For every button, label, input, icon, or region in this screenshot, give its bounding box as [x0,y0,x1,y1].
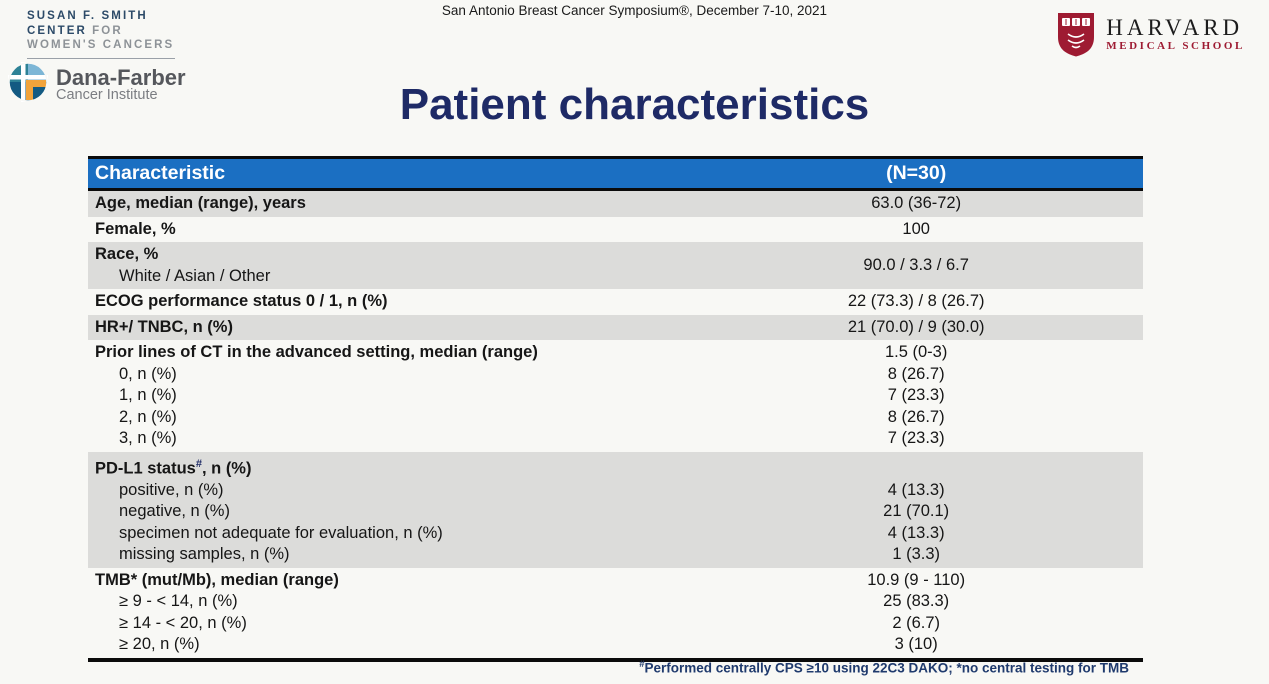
table-line: Prior lines of CT in the advanced settin… [88,342,1143,364]
table-row: ECOG performance status 0 / 1, n (%) 22 (… [88,289,1143,315]
table-line: missing samples, n (%) 1 (3.3) [88,544,1143,566]
row-value: 1.5 (0-3) [884,343,948,361]
susan-smith-line2: CENTER FOR [27,23,175,38]
table-line: Age, median (range), years 63.0 (36-72) [88,193,1143,215]
row-label: HR+/ TNBC, n (%) [95,317,233,336]
susan-smith-divider [27,58,175,59]
row-label: TMB* (mut/Mb), median (range) [95,570,339,589]
dana-farber-name: Dana-Farber [56,64,186,90]
row-label: ≥ 14 - < 20, n (%) [119,613,247,632]
row-label-group: Race, % White / Asian / Other [88,244,689,287]
row-label: 2, n (%) [119,407,177,426]
page-title: Patient characteristics [399,80,870,129]
label-line: Race, % [88,244,689,266]
susan-smith-line2-light: FOR [86,25,123,37]
row-value: 25 (83.3) [883,592,950,610]
row-value: 8 (26.7) [887,364,945,383]
table-row: Prior lines of CT in the advanced settin… [88,340,1143,452]
table-line: 2, n (%) 8 (26.7) [88,407,1143,429]
row-label: specimen not adequate for evaluation, n … [119,523,443,542]
harvard-name: HARVARD [1106,15,1244,40]
harvard-text: HARVARD MEDICAL SCHOOL [1106,12,1245,53]
susan-smith-line2-strong: CENTER [27,25,87,37]
table-header-label: Characteristic [95,162,226,184]
table-row: Race, % White / Asian / Other 90.0 / 3.3 /… [88,242,1143,289]
table-line: ≥ 20, n (%) 3 (10) [88,634,1143,656]
table-row: Age, median (range), years 63.0 (36-72) [88,191,1143,217]
row-value: 8 (26.7) [887,407,945,426]
row-value: 4 (13.3) [887,480,945,499]
row-value: 3 (10) [894,635,938,653]
table-row: HR+/ TNBC, n (%) 21 (70.0) / 9 (30.0) [88,314,1143,340]
row-label: negative, n (%) [119,502,230,520]
row-value: 100 [902,219,930,238]
row-value: 2 (6.7) [892,613,940,632]
row-value: 21 (70.1) [883,502,950,520]
susan-smith-logo: SUSAN F. SMITH CENTER FOR WOMEN'S CANCER… [27,9,175,59]
table-line: specimen not adequate for evaluation, n … [88,523,1143,545]
characteristics-table: Characteristic (N=30) Age, median (range… [88,156,1143,662]
row-value [689,454,1143,480]
table-line: PD-L1 status#, n (%) [88,454,1143,480]
row-label: 0, n (%) [119,364,177,383]
row-value: 4 (13.3) [887,523,945,542]
table-line: 0, n (%) 8 (26.7) [88,364,1143,386]
row-value: 21 (70.0) / 9 (30.0) [847,317,985,336]
susan-smith-line1: SUSAN F. SMITH [27,10,148,22]
table-line: negative, n (%) 21 (70.1) [88,501,1143,523]
row-value: 7 (23.3) [887,429,945,447]
harvard-shield-icon [1056,12,1096,63]
row-label: Female, % [95,219,176,238]
row-value: 1 (3.3) [892,545,940,563]
table-line: TMB* (mut/Mb), median (range) 10.9 (9 - 1… [88,570,1143,592]
table-header-value: (N=30) [886,162,947,184]
row-label: Age, median (range), years [95,194,306,212]
row-value: 10.9 (9 - 110) [867,570,966,589]
table-row: Female, % 100 [88,217,1143,243]
harvard-subtitle: MEDICAL SCHOOL [1106,40,1245,52]
label-line: White / Asian / Other [88,266,689,288]
table-body: Age, median (range), years 63.0 (36-72) Fe… [88,191,1143,662]
dana-farber-logo: Dana-Farber Cancer Institute [8,62,186,107]
table-line: positive, n (%) 4 (13.3) [88,480,1143,502]
row-value: 90.0 / 3.3 / 6.7 [863,256,969,274]
harvard-logo: HARVARD MEDICAL SCHOOL [1056,12,1245,63]
row-value: 63.0 (36-72) [871,194,962,212]
dana-farber-text: Dana-Farber Cancer Institute [56,64,186,103]
dana-farber-icon [8,62,48,107]
table-row: PD-L1 status#, n (%) positive, n (%) 4 (13… [88,451,1143,568]
row-label: ≥ 20, n (%) [119,635,200,653]
table-line: 1, n (%) 7 (23.3) [88,385,1143,407]
table-header-row: Characteristic (N=30) [88,156,1143,191]
row-label: Race, % [95,245,159,263]
row-label: Prior lines of CT in the advanced settin… [95,343,538,361]
row-label: 3, n (%) [119,429,177,447]
footnote-sup: # [639,659,645,670]
table-line: ≥ 14 - < 20, n (%) 2 (6.7) [88,613,1143,635]
table-line: 3, n (%) 7 (23.3) [88,428,1143,450]
row-value: 22 (73.3) / 8 (26.7) [847,292,985,310]
row-label: ECOG performance status 0 / 1, n (%) [95,292,388,310]
row-label: positive, n (%) [119,480,224,499]
row-label: missing samples, n (%) [119,545,290,563]
table-row: TMB* (mut/Mb), median (range) 10.9 (9 - 1… [88,568,1143,658]
table-line: ECOG performance status 0 / 1, n (%) 22 (… [88,291,1143,313]
table-line: ≥ 9 - < 14, n (%) 25 (83.3) [88,591,1143,613]
footnote: #Performed centrally CPS ≥10 using 22C3 … [88,659,1129,676]
row-label: 1, n (%) [119,386,177,404]
row-label: White / Asian / Other [119,266,271,285]
susan-smith-line3: WOMEN'S CANCERS [27,39,175,51]
footnote-text: Performed centrally CPS ≥10 using 22C3 D… [644,660,1129,676]
dana-farber-subtitle: Cancer Institute [56,86,158,103]
table-line: HR+/ TNBC, n (%) 21 (70.0) / 9 (30.0) [88,317,1143,339]
superscript-marker: # [195,457,202,470]
row-value: 7 (23.3) [887,386,945,404]
row-label: PD-L1 status#, n (%) [95,457,252,478]
row-label: ≥ 9 - < 14, n (%) [119,592,238,610]
symposium-banner: San Antonio Breast Cancer Symposium®, De… [441,3,828,18]
table-line: Female, % 100 [88,219,1143,241]
